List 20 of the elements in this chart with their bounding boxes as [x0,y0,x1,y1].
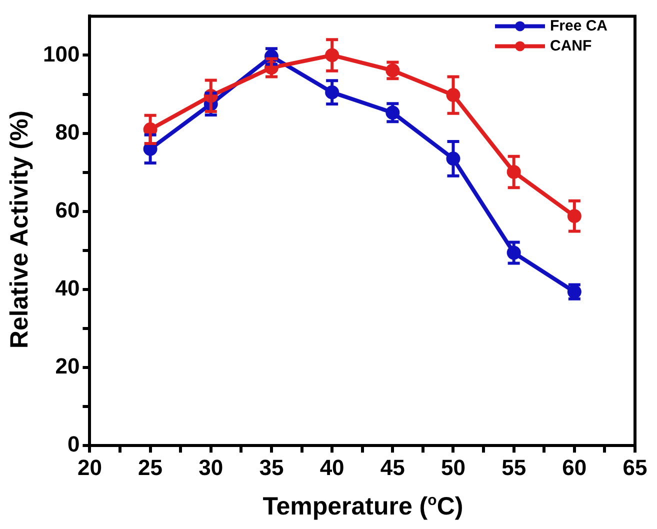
x-tick-label: 65 [622,454,648,480]
y-tick-label: 80 [55,119,80,144]
x-tick-label: 50 [440,454,466,480]
y-tick-label: 0 [67,432,80,457]
x-tick-label: 25 [138,454,163,480]
x-tick-label: 40 [320,454,344,480]
y-tick-label: 40 [55,276,80,301]
x-tick-label: 45 [380,454,405,480]
x-tick-label: 30 [198,454,224,480]
y-axis-title: Relative Activity (%) [6,109,34,351]
x-tick-label: 35 [259,454,284,480]
y-tick-label: 60 [55,197,80,222]
x-tick-label: 60 [562,454,587,480]
x-axis-title: Temperature ($^{o}$C) [262,492,464,522]
y-tick-label: 20 [55,354,80,379]
legend-label: Free CA [550,17,608,34]
x-tick-label: 20 [77,454,102,480]
y-tick-label: 100 [42,41,80,66]
legend-label: CANF [550,37,592,54]
x-tick-label: 55 [502,454,526,480]
